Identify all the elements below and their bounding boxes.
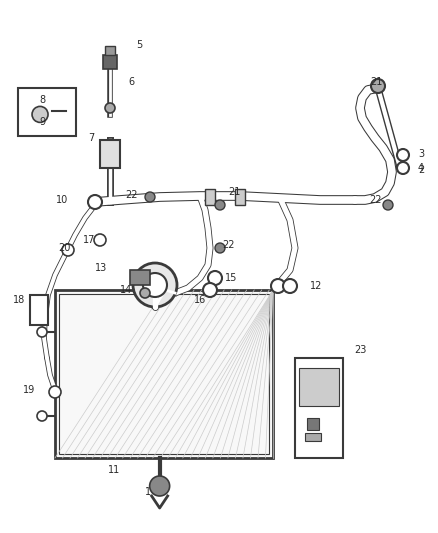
Circle shape [37,327,47,337]
Text: 12: 12 [310,281,322,291]
Text: 1: 1 [145,487,151,497]
Text: 7: 7 [88,133,94,143]
Bar [205,189,215,205]
Bar [307,418,319,430]
Text: 16: 16 [194,295,206,305]
Bar [55,290,273,458]
Circle shape [94,234,106,246]
Text: 3: 3 [418,149,424,159]
Text: 6: 6 [128,77,134,87]
Circle shape [105,103,115,113]
Circle shape [397,149,409,161]
Bar [295,358,343,458]
Text: 21: 21 [228,187,240,197]
Circle shape [143,273,167,297]
Text: 22: 22 [370,195,382,205]
Bar [235,189,245,205]
Text: 9: 9 [39,117,45,127]
Text: 14: 14 [120,285,132,295]
Circle shape [32,107,48,123]
Circle shape [140,288,150,298]
Circle shape [215,243,225,253]
Bar [130,270,150,285]
Bar [59,294,269,454]
Text: 19: 19 [23,385,35,395]
Text: 23: 23 [354,345,366,355]
Circle shape [88,195,102,209]
Text: 8: 8 [39,95,45,105]
Bar [103,55,117,69]
Circle shape [145,192,155,202]
Text: 18: 18 [13,295,25,305]
Text: 22: 22 [223,240,235,250]
Circle shape [215,200,225,210]
Circle shape [283,279,297,293]
Circle shape [203,283,217,297]
Bar [299,368,339,406]
Circle shape [133,263,177,307]
Bar [100,140,120,168]
Text: 10: 10 [56,195,68,205]
Text: 5: 5 [136,40,142,50]
Bar [105,46,115,55]
Circle shape [208,271,222,285]
Circle shape [37,411,47,421]
Text: 17: 17 [83,235,95,245]
Circle shape [371,79,385,93]
Bar [305,433,321,441]
Circle shape [271,279,285,293]
Circle shape [150,476,170,496]
Text: 13: 13 [95,263,107,273]
Circle shape [397,162,409,174]
Text: 4: 4 [418,163,424,173]
Bar [18,88,76,136]
Text: 22: 22 [126,190,138,200]
Circle shape [383,200,393,210]
Text: 21: 21 [370,77,382,87]
Text: 2: 2 [418,165,424,175]
Circle shape [62,244,74,256]
Bar [30,295,48,325]
Text: 15: 15 [225,273,237,283]
Text: 11: 11 [108,465,120,475]
Text: 20: 20 [58,243,71,253]
Circle shape [49,386,61,398]
